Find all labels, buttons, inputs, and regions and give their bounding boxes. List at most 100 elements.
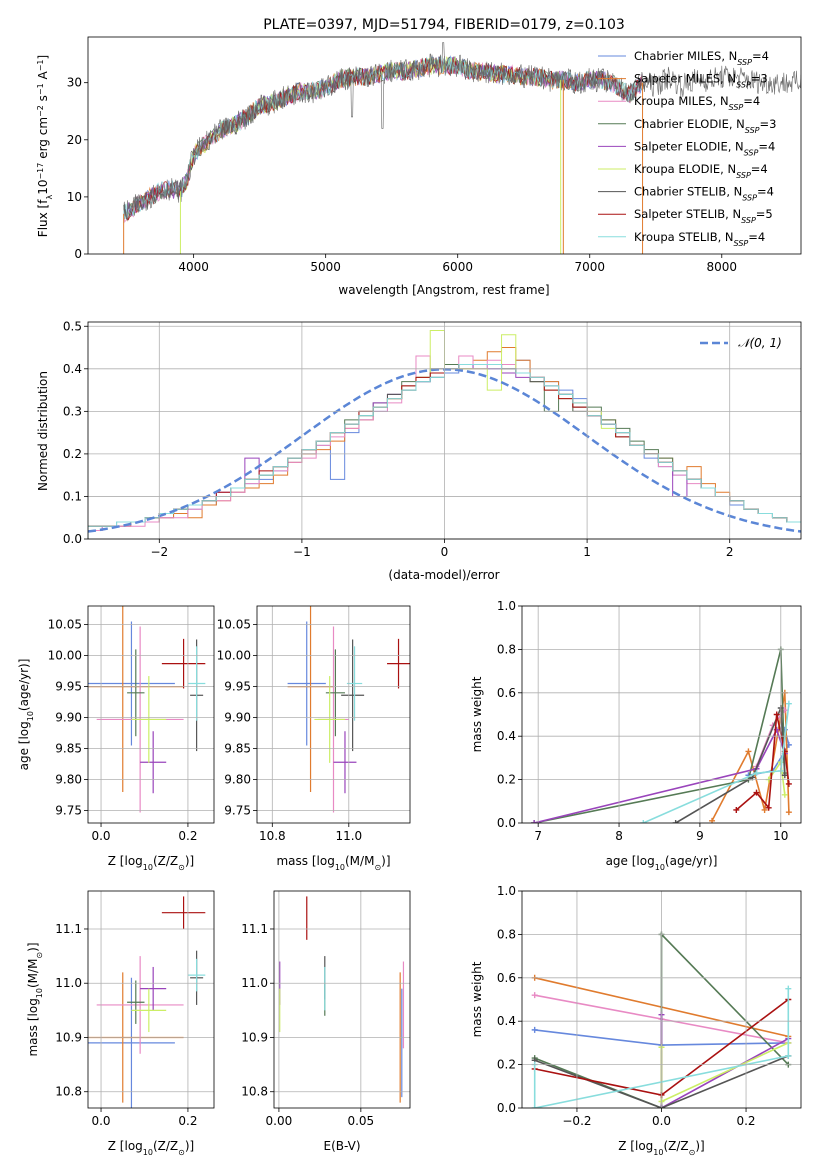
- legend-sub: SSP: [734, 238, 749, 247]
- legend-label: Salpeter ELODIE, NSSP=4: [634, 139, 775, 157]
- legend-label: 𝒩(0, 1): [738, 336, 782, 350]
- y-tick-label: 0: [74, 247, 82, 261]
- weight-marker: [781, 772, 788, 779]
- legend-tail: =4: [748, 230, 765, 244]
- mass_vs_Z-panel: 0.0 0.2 10.8 10.9 11.0 11.1: [55, 890, 215, 1128]
- label-part: mass [log: [26, 998, 40, 1056]
- axes-frame: [256, 605, 411, 824]
- label-part: ⊙: [35, 952, 44, 959]
- y-tick-label: 10: [67, 190, 82, 204]
- y-tick-label: 10.00: [217, 649, 251, 663]
- weight_vs_age-ylabel: mass weight: [470, 676, 484, 752]
- legend-base: Chabrier STELIB, N: [634, 185, 742, 199]
- label-part: ⊙: [689, 1148, 696, 1157]
- model-spectrum-salp_stelib: [123, 56, 643, 221]
- errorbar-salp_stelib: [387, 638, 410, 689]
- y-tick-label: 1.0: [497, 599, 516, 613]
- x-tick-label: 0.2: [736, 1114, 755, 1128]
- weight-marker: [785, 700, 792, 707]
- label-part: erg cm: [36, 117, 50, 163]
- weight-marker: [761, 806, 768, 813]
- label-part: s: [36, 95, 50, 105]
- weight-marker: [733, 806, 740, 813]
- legend-label: Kroupa MILES, NSSP=4: [634, 94, 760, 112]
- x-tick-label: 0.0: [652, 1114, 671, 1128]
- y-tick-label: 0.0: [63, 532, 82, 546]
- label-part: )]: [695, 1139, 704, 1153]
- residuals-panel: −2 −1 0 1 2 0.0 0.1 0.2 0.3 0.4 0.5: [63, 319, 802, 559]
- label-part: 10: [143, 863, 153, 872]
- axes-frame: [521, 890, 802, 1109]
- legend-base: Salpeter MILES, N: [634, 72, 736, 86]
- label-part: Z [log: [108, 1139, 143, 1153]
- y-tick-label: 0.8: [497, 642, 516, 656]
- axes-frame: [87, 36, 802, 255]
- errorbar-salp_elodie: [333, 731, 357, 794]
- errorbar-krou_elodie: [131, 988, 167, 1033]
- label-part: 10: [335, 863, 345, 872]
- x-tick-label: 4000: [178, 260, 209, 274]
- legend-label: Salpeter STELIB, NSSP=5: [634, 207, 773, 225]
- legend-sub: SSP: [737, 58, 752, 67]
- errorbar-chab_elodie: [325, 649, 345, 737]
- x-tick-label: 6000: [442, 260, 473, 274]
- errorbar-chab_miles: [287, 621, 326, 746]
- label-part: 10: [655, 863, 665, 872]
- legend-tail: =4: [758, 139, 775, 153]
- model-spectrum-krou_stelib: [123, 55, 642, 220]
- y-tick-label: 11.1: [241, 922, 268, 936]
- legend-base: Chabrier ELODIE, N: [634, 117, 745, 131]
- legend-tail: =4: [752, 49, 769, 63]
- y-tick-label: 0.6: [497, 971, 516, 985]
- x-tick-label: 8: [615, 829, 623, 843]
- y-tick-label: 9.80: [55, 773, 82, 787]
- weight-marker: [785, 985, 792, 992]
- label-part: age [log: [606, 854, 655, 868]
- model-spectrum-krou_elodie: [180, 56, 562, 190]
- legend-label: Chabrier STELIB, NSSP=4: [634, 185, 774, 203]
- label-part: A: [36, 70, 50, 83]
- legend-base: Kroupa ELODIE, N: [634, 162, 736, 176]
- y-tick-label: 0.8: [497, 927, 516, 941]
- legend-base: Salpeter STELIB, N: [634, 207, 741, 221]
- mass_vs_Z-xlabel: Z [log10(Z/Z⊙)]: [108, 1139, 194, 1157]
- y-tick-label: 10.9: [241, 1030, 268, 1044]
- legend-sub: SSP: [729, 103, 744, 112]
- age_vs_Z-ylabel: age [log10(age/yr)]: [17, 659, 35, 771]
- weight_vs_Z-ylabel: mass weight: [470, 961, 484, 1037]
- legend-sub: SSP: [736, 171, 751, 180]
- residuals-legend: 𝒩(0, 1): [700, 336, 782, 350]
- mass_vs_ebv-panel: 0.00 0.05 10.8 10.9 11.0 11.1: [241, 890, 411, 1128]
- y-tick-label: 9.75: [55, 804, 82, 818]
- y-tick-label: 10.00: [48, 649, 82, 663]
- weight-series-krou_elodie: [660, 1042, 789, 1103]
- x-tick-label: 10.8: [259, 829, 286, 843]
- legend-label: Kroupa ELODIE, NSSP=4: [634, 162, 768, 180]
- axes-frame: [87, 605, 215, 824]
- label-part: 10: [35, 988, 44, 998]
- weight-series-chab_elodie: [533, 649, 786, 823]
- legend-sub: SSP: [744, 148, 759, 157]
- legend-label: Salpeter MILES, NSSP=3: [634, 72, 768, 90]
- x-tick-label: 1: [583, 545, 591, 559]
- spectrum-panel-plot: [123, 42, 801, 254]
- y-tick-label: 0.4: [497, 729, 516, 743]
- axes-frame: [521, 605, 802, 824]
- spectrum-title: PLATE=0397, MJD=51794, FIBERID=0179, z=0…: [263, 17, 625, 33]
- legend-base: Kroupa MILES, N: [634, 94, 729, 108]
- label-part: ⊙: [178, 863, 185, 872]
- x-tick-label: 0.05: [347, 1114, 374, 1128]
- label-part: 10: [36, 180, 50, 195]
- y-tick-label: 9.95: [55, 680, 82, 694]
- y-tick-label: 11.1: [55, 922, 82, 936]
- label-part: mass [log: [276, 854, 334, 868]
- legend-sub: SSP: [745, 125, 760, 134]
- weight-marker: [765, 804, 772, 811]
- y-tick-label: 9.85: [55, 742, 82, 756]
- label-part: −2: [36, 105, 45, 117]
- y-tick-label: 10.9: [55, 1030, 82, 1044]
- x-tick-label: 0.00: [266, 1114, 293, 1128]
- label-part: ⊙: [178, 1148, 185, 1157]
- y-tick-label: 0.2: [63, 447, 82, 461]
- axes-frame: [87, 321, 802, 540]
